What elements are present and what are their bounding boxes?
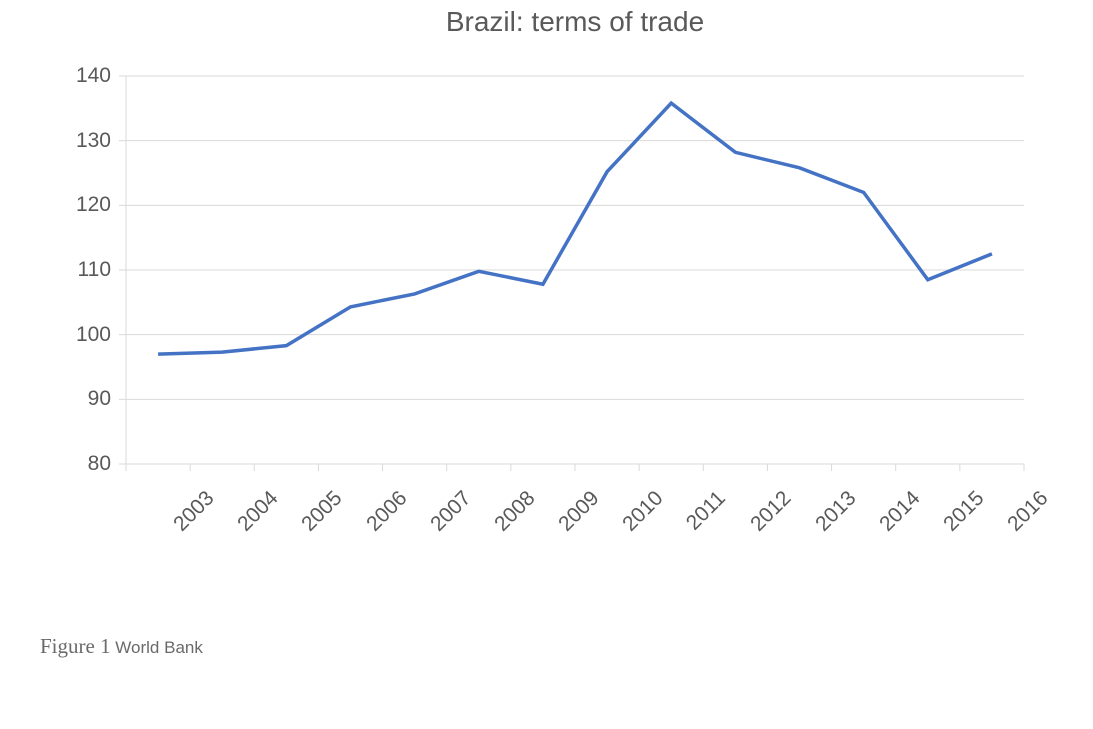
y-tick-label: 120 — [76, 193, 111, 217]
y-tick-label: 140 — [76, 64, 111, 88]
figure-container: Brazil: terms of trade Figure 1 World Ba… — [0, 0, 1093, 729]
figure-caption: Figure 1 World Bank — [40, 634, 203, 659]
caption-source: World Bank — [111, 638, 203, 657]
y-tick-label: 110 — [78, 258, 111, 282]
caption-figure-label: Figure 1 — [40, 634, 111, 658]
y-tick-label: 130 — [76, 129, 111, 153]
chart-plot — [0, 0, 1093, 729]
y-tick-label: 100 — [76, 323, 111, 347]
y-tick-label: 80 — [88, 452, 111, 476]
y-tick-label: 90 — [88, 387, 111, 411]
